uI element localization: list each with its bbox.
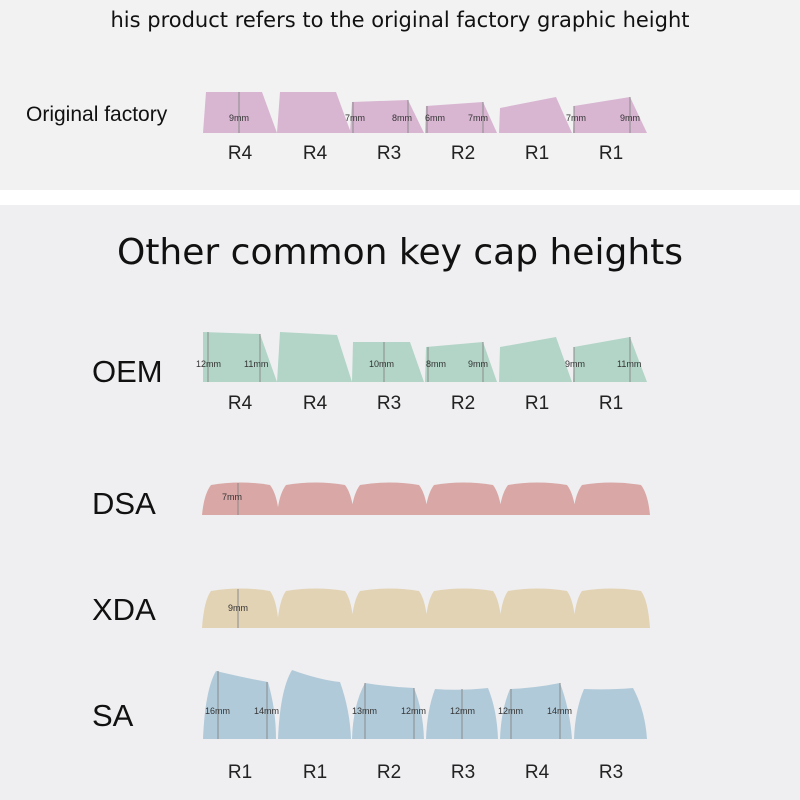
keycap xyxy=(573,482,650,515)
row-profile-label: R4 xyxy=(302,143,328,164)
keycap xyxy=(499,588,576,628)
row-label-original: Original factory xyxy=(26,103,168,126)
row-profile-label: R2 xyxy=(450,143,476,164)
row-profile-label: R4 xyxy=(227,143,253,164)
measure-label: 12mm xyxy=(401,706,426,716)
measure-label: 7mm xyxy=(222,492,242,502)
xda-keycaps xyxy=(202,588,650,628)
row-profile-label: R4 xyxy=(524,762,550,783)
row-profile-label: R2 xyxy=(450,393,476,414)
keycap xyxy=(352,683,424,739)
row-label-sa: SA xyxy=(92,698,134,733)
keycap xyxy=(573,97,647,133)
measure-label: 9mm xyxy=(565,359,585,369)
measure-label: 7mm xyxy=(345,113,365,123)
keycap xyxy=(425,482,502,515)
measure-label: 11mm xyxy=(617,359,641,369)
measure-label: 12mm xyxy=(498,706,523,716)
measure-label: 9mm xyxy=(468,359,488,369)
keycap xyxy=(350,100,424,133)
row-profile-label: R1 xyxy=(524,393,550,414)
keycap xyxy=(573,588,650,628)
keycap xyxy=(351,588,428,628)
keycap xyxy=(573,337,647,382)
measure-label: 13mm xyxy=(352,706,377,716)
section-title: Other common key cap heights xyxy=(116,232,683,273)
oem-keycaps xyxy=(203,332,647,382)
measure-label: 9mm xyxy=(228,603,248,613)
measure-label: 8mm xyxy=(426,359,446,369)
row-profile-label: R2 xyxy=(376,762,402,783)
keycap xyxy=(203,92,277,133)
measure-label: 11mm xyxy=(244,359,268,369)
keycap xyxy=(425,588,502,628)
measure-label: 7mm xyxy=(566,113,586,123)
keycap xyxy=(499,482,576,515)
keycap xyxy=(202,482,279,515)
keycap xyxy=(203,671,276,739)
measure-label: 9mm xyxy=(620,113,640,123)
measure-label: 12mm xyxy=(450,706,475,716)
keycap xyxy=(574,688,647,739)
measure-label: 10mm xyxy=(369,359,394,369)
measure-label: 14mm xyxy=(254,706,279,716)
keycap xyxy=(351,482,428,515)
sa-keycaps xyxy=(203,670,647,739)
row-profile-label: R3 xyxy=(376,143,402,164)
measure-label: 14mm xyxy=(547,706,572,716)
measure-label: 6mm xyxy=(425,113,445,123)
row-profile-label: R4 xyxy=(227,393,253,414)
row-label-xda: XDA xyxy=(92,592,156,627)
row-profile-label: R3 xyxy=(598,762,624,783)
keycap xyxy=(277,92,351,133)
measure-label: 8mm xyxy=(392,113,412,123)
row-label-dsa: DSA xyxy=(92,486,156,521)
original-keycaps xyxy=(203,92,647,133)
measure-label: 12mm xyxy=(196,359,221,369)
keycap xyxy=(203,332,277,382)
keycap xyxy=(352,342,424,382)
keycap xyxy=(277,588,354,628)
row-profile-label: R1 xyxy=(302,762,328,783)
row-profile-label: R1 xyxy=(227,762,253,783)
keycap xyxy=(202,588,279,628)
keycap xyxy=(425,342,497,382)
keycap xyxy=(499,97,572,133)
measure-label: 9mm xyxy=(229,113,249,123)
row-label-oem: OEM xyxy=(92,354,163,389)
row-profile-label: R1 xyxy=(598,143,624,164)
dsa-keycaps xyxy=(202,482,650,515)
row-profile-label: R3 xyxy=(376,393,402,414)
row-profile-label: R3 xyxy=(450,762,476,783)
measure-label: 16mm xyxy=(205,706,230,716)
row-profile-label: R1 xyxy=(598,393,624,414)
measure-label: 7mm xyxy=(468,113,488,123)
page-title: his product refers to the original facto… xyxy=(110,8,690,32)
row-profile-label: R1 xyxy=(524,143,550,164)
original-section xyxy=(0,0,800,190)
row-profile-label: R4 xyxy=(302,393,328,414)
keycap xyxy=(277,482,354,515)
keycap xyxy=(500,683,572,739)
keycap xyxy=(499,337,572,382)
keycap xyxy=(277,332,352,382)
keycap xyxy=(278,670,351,739)
keycap xyxy=(425,102,497,133)
